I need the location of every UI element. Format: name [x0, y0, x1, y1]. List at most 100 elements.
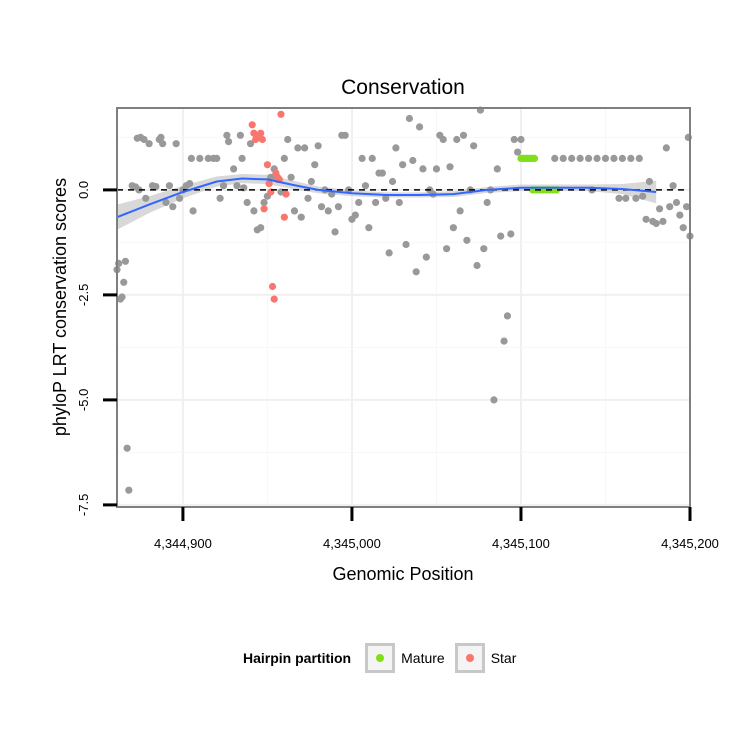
data-point	[284, 135, 292, 144]
data-point	[497, 232, 505, 240]
data-point	[290, 207, 299, 215]
data-point	[196, 154, 204, 162]
data-point	[223, 131, 231, 139]
y-tick-label: 0.0	[76, 181, 91, 199]
data-point	[395, 198, 403, 207]
smooth-line	[116, 177, 690, 219]
star-dot-icon	[465, 654, 474, 662]
data-point	[385, 249, 393, 257]
data-point	[213, 154, 221, 162]
data-point	[470, 142, 478, 150]
data-point	[368, 154, 376, 162]
data-point	[307, 177, 315, 186]
data-point	[123, 444, 131, 452]
x-tick-label: 4,344,900	[154, 536, 212, 551]
data-point	[622, 194, 630, 202]
data-point	[642, 215, 650, 223]
data-point	[412, 268, 420, 276]
data-point	[287, 173, 295, 181]
data-point	[655, 205, 664, 213]
data-point	[632, 194, 640, 202]
data-point	[372, 198, 380, 207]
y-axis-title: phyloP LRT conservation scores	[50, 178, 70, 436]
data-point	[601, 154, 610, 162]
legend-key-star	[454, 643, 485, 673]
data-point	[576, 154, 584, 162]
data-point	[272, 169, 280, 177]
data-point	[443, 245, 451, 253]
data-point	[593, 154, 601, 162]
smooth-trend-line	[116, 177, 657, 219]
legend-label-mature: Mature	[401, 650, 445, 666]
data-point	[268, 282, 277, 291]
legend-key-mature	[365, 643, 396, 673]
data-point	[635, 154, 643, 162]
data-point	[152, 182, 160, 191]
data-point	[121, 257, 130, 265]
y-tick-label: -7.5	[76, 494, 91, 516]
grid	[117, 108, 691, 507]
data-point	[243, 198, 251, 207]
series-mature	[517, 154, 561, 194]
data-point	[216, 194, 224, 202]
data-point	[135, 186, 143, 194]
data-point	[236, 131, 244, 139]
data-point	[666, 203, 674, 211]
y-tick-label: -5.0	[76, 389, 91, 411]
data-point	[311, 161, 319, 169]
data-point	[260, 198, 268, 207]
axes: 4,344,900 4,345,000 4,345,100 4,345,200 0.0 -…	[76, 107, 719, 551]
data-point	[230, 165, 238, 173]
data-point	[277, 110, 285, 118]
data-point	[530, 154, 539, 162]
data-point	[510, 135, 518, 144]
data-point	[409, 156, 417, 165]
data-point	[294, 144, 302, 152]
data-point	[639, 192, 647, 200]
data-point	[473, 261, 481, 270]
plot-border	[116, 107, 691, 508]
data-point	[258, 135, 266, 144]
data-point	[422, 253, 430, 261]
data-point	[388, 177, 397, 186]
data-point	[480, 245, 488, 253]
x-axis-title: Genomic Position	[332, 564, 473, 584]
data-point	[145, 140, 153, 148]
legend-label-star: Star	[490, 650, 517, 666]
data-point	[142, 194, 150, 202]
data-point	[676, 211, 684, 219]
data-point	[439, 135, 447, 144]
data-point	[679, 224, 687, 232]
data-point	[341, 131, 349, 139]
data-point	[399, 161, 407, 169]
data-point	[238, 154, 246, 162]
data-point	[224, 138, 233, 146]
data-point	[125, 486, 133, 494]
data-point	[500, 337, 508, 345]
legend-item-mature: Mature	[365, 643, 445, 673]
data-point	[280, 154, 288, 162]
data-point	[405, 114, 414, 123]
data-point	[233, 182, 241, 190]
data-point	[351, 211, 359, 219]
data-point	[402, 240, 410, 249]
data-point	[159, 140, 167, 148]
data-point	[618, 154, 626, 162]
data-point	[507, 230, 515, 238]
data-point	[459, 131, 468, 139]
data-point	[365, 224, 373, 232]
data-point	[615, 194, 623, 202]
series-star	[248, 110, 290, 303]
data-point	[162, 198, 170, 207]
data-point	[120, 278, 128, 286]
data-point	[186, 180, 194, 188]
data-point	[246, 140, 255, 148]
data-point	[248, 121, 256, 129]
x-tick-label: 4,345,100	[492, 536, 550, 551]
y-tick-label: -2.5	[76, 284, 91, 306]
data-point	[301, 144, 309, 152]
data-point	[317, 203, 326, 211]
data-point	[140, 135, 148, 144]
data-point	[568, 154, 576, 162]
data-point	[584, 154, 593, 162]
